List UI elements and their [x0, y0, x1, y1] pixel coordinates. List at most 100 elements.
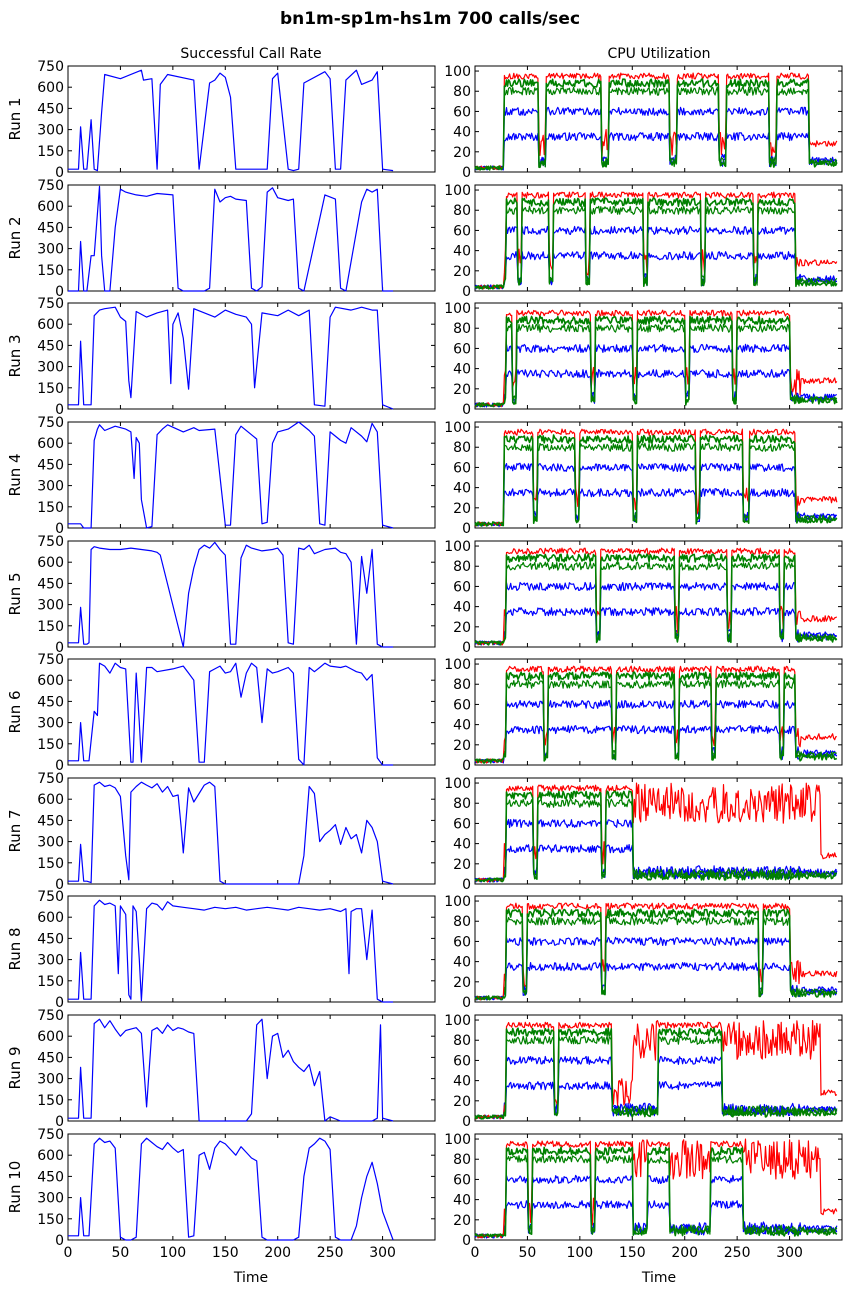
rate-run-7-ytick-label: 300	[37, 835, 64, 851]
cpu-run-7-ytick-label: 100	[444, 776, 471, 792]
rate-run-6-ytick-label: 0	[55, 758, 64, 774]
cpu-run-9-red-line	[474, 1019, 838, 1120]
cpu-run-1-frame	[474, 65, 843, 173]
rate-run-2-line	[68, 185, 394, 292]
rate-run-10-xtick-label: 300	[369, 1245, 396, 1261]
cpu-run-9-ytick-label: 40	[453, 1074, 471, 1090]
cpu-run-4-ytick-label: 80	[453, 440, 471, 456]
cpu-run-7-ytick-label: 20	[453, 857, 471, 873]
cpu-run-8-ytick-label: 60	[453, 934, 471, 950]
cpu-run-2-green-high-line	[474, 197, 838, 290]
cpu-run-5-ytick-label: 80	[453, 559, 471, 575]
rate-run-4-ytick-label: 600	[37, 436, 64, 452]
cpu-run-2-ytick-label: 80	[453, 203, 471, 219]
rate-run-10-ytick-label: 150	[37, 1212, 64, 1228]
cpu-run-6-ytick-label: 40	[453, 718, 471, 734]
rate-run-3-ytick-label: 450	[37, 338, 64, 354]
cpu-run-3-ytick-label: 0	[462, 402, 471, 418]
rate-run-4-ytick-label: 450	[37, 457, 64, 473]
rate-run-3-line	[68, 306, 394, 410]
cpu-run-9-ytick-label: 100	[444, 1013, 471, 1029]
cpu-run-4-blue-high-line	[474, 462, 837, 527]
rate-run-8-ytick-label: 450	[37, 931, 64, 947]
cpu-run-5-blue-low-line	[474, 607, 838, 646]
cpu-run-5-ytick-label: 20	[453, 620, 471, 636]
cpu-run-8-ytick-label: 80	[453, 914, 471, 930]
rate-run-10-line	[68, 1137, 394, 1241]
cpu-run-9-ytick-label: 80	[453, 1033, 471, 1049]
cpu-run-3-red-line	[474, 309, 838, 408]
cpu-run-5-ytick-label: 60	[453, 579, 471, 595]
rate-run-10-xtick-label: 150	[212, 1245, 239, 1261]
rate-run-4-frame	[67, 421, 436, 529]
cpu-run-3-ytick-label: 80	[453, 321, 471, 337]
rate-run-7-ylabel: Run 7	[6, 809, 24, 852]
rate-run-1-ylabel: Run 1	[6, 97, 24, 140]
cpu-run-2-blue-high-line	[474, 225, 838, 290]
rate-run-2-ytick-label: 300	[37, 242, 64, 258]
rate-run-9-ylabel: Run 9	[6, 1046, 24, 1089]
cpu-run-5-ytick-label: 0	[462, 640, 471, 656]
cpu-run-8-blue-low-line	[474, 961, 838, 1001]
cpu-run-8-red-line	[474, 902, 838, 1001]
cpu-run-5-ytick-label: 100	[444, 539, 471, 555]
cpu-run-10-xtick-label: 200	[671, 1245, 698, 1261]
cpu-run-10-green-high-line	[474, 1146, 838, 1238]
rate-run-7-line	[68, 781, 394, 885]
rate-run-1-ytick-label: 600	[37, 80, 64, 96]
rate-run-9-line	[68, 1018, 394, 1122]
rate-run-3-ytick-label: 0	[55, 402, 64, 418]
rate-run-5-ytick-label: 0	[55, 640, 64, 656]
cpu-run-10-ytick-label: 40	[453, 1193, 471, 1209]
cpu-run-1-ytick-label: 80	[453, 84, 471, 100]
cpu-run-10-ytick-label: 100	[444, 1132, 471, 1148]
cpu-run-1-ytick-label: 60	[453, 104, 471, 120]
rate-run-8-ylabel: Run 8	[6, 927, 24, 970]
cpu-run-3-ytick-label: 20	[453, 382, 471, 398]
rate-run-5-ytick-label: 600	[37, 555, 64, 571]
rate-run-8-ytick-label: 750	[37, 889, 64, 905]
rate-run-6-line	[68, 662, 394, 766]
cpu-run-6-ytick-label: 100	[444, 657, 471, 673]
rate-run-8-ytick-label: 150	[37, 974, 64, 990]
rate-run-10-xtick-label: 50	[112, 1245, 130, 1261]
rate-run-9-ytick-label: 300	[37, 1072, 64, 1088]
cpu-run-3-blue-low-line	[474, 369, 837, 408]
rate-run-4-ytick-label: 750	[37, 415, 64, 431]
cpu-run-4-ytick-label: 60	[453, 460, 471, 476]
rate-run-4-line	[68, 421, 394, 529]
rate-run-8-frame	[67, 895, 436, 1003]
rate-run-5-ytick-label: 150	[37, 619, 64, 635]
cpu-run-10-ytick-label: 80	[453, 1152, 471, 1168]
rate-run-10-xtick-label: 100	[159, 1245, 186, 1261]
cpu-run-10-xtick-label: 50	[519, 1245, 537, 1261]
cpu-run-4-ytick-label: 20	[453, 501, 471, 517]
cpu-run-6-green-low-line	[474, 679, 837, 764]
rate-run-7-ytick-label: 450	[37, 813, 64, 829]
rate-run-3-ytick-label: 300	[37, 360, 64, 376]
cpu-run-4-ytick-label: 0	[462, 521, 471, 537]
rate-run-10-xtick-label: 250	[317, 1245, 344, 1261]
right-x-axis-label: Time	[641, 1270, 676, 1286]
cpu-run-6-green-high-line	[474, 671, 838, 764]
rate-run-3-ytick-label: 150	[37, 381, 64, 397]
rate-run-10-ylabel: Run 10	[6, 1161, 24, 1214]
cpu-run-8-ytick-label: 0	[462, 995, 471, 1011]
cpu-run-3-blue-high-line	[474, 343, 838, 408]
rate-run-6-ytick-label: 300	[37, 716, 64, 732]
rate-run-9-ytick-label: 450	[37, 1050, 64, 1066]
cpu-run-6-blue-high-line	[474, 699, 838, 764]
cpu-run-10-xtick-label: 250	[724, 1245, 751, 1261]
rate-run-10-xtick-label: 0	[64, 1245, 73, 1261]
rate-run-9-ytick-label: 150	[37, 1093, 64, 1109]
cpu-run-3-ytick-label: 40	[453, 362, 471, 378]
cpu-run-4-ytick-label: 40	[453, 481, 471, 497]
rate-run-2-ytick-label: 150	[37, 263, 64, 279]
cpu-run-3-ytick-label: 60	[453, 341, 471, 357]
rate-run-1-frame	[67, 65, 436, 173]
cpu-run-6-ytick-label: 20	[453, 738, 471, 754]
rate-run-3-ytick-label: 750	[37, 296, 64, 312]
rate-run-9-frame	[67, 1014, 436, 1122]
cpu-run-2-green-low-line	[474, 205, 838, 290]
